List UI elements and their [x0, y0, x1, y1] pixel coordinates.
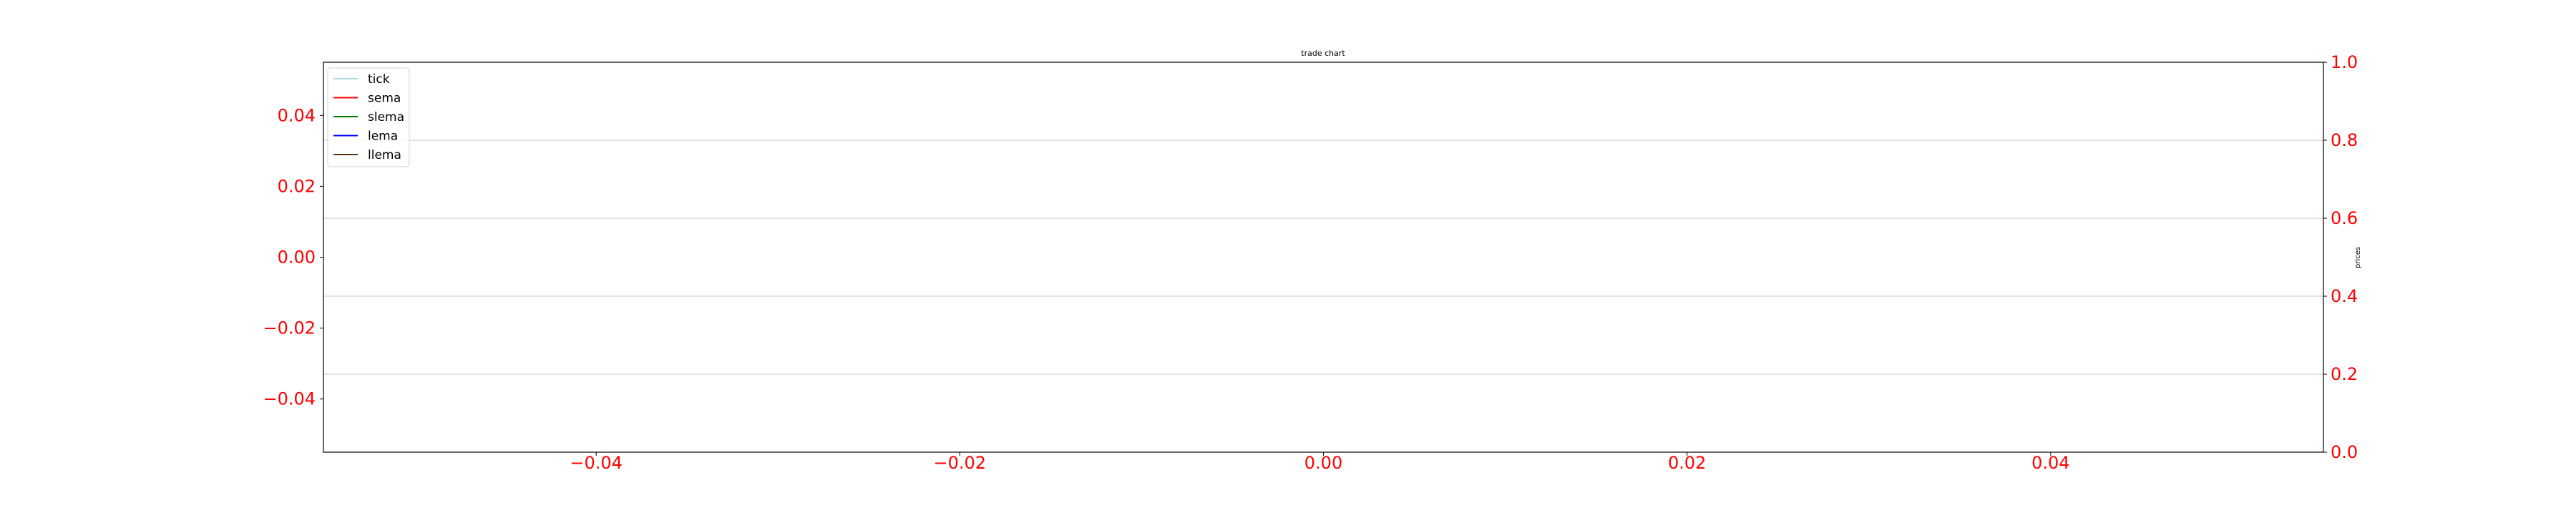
x-tick-label: 0.04	[2031, 453, 2069, 473]
x-tick-label: 0.00	[1304, 453, 1342, 473]
plot-frame	[323, 62, 2324, 453]
legend-box	[327, 67, 410, 167]
right-y-tick-label: 0.4	[2331, 286, 2358, 306]
left-y-tick-label: 0.02	[278, 176, 316, 196]
x-axis-ticks: −0.04 −0.02 0.00 0.02 0.04	[570, 452, 2070, 473]
chart-title: trade chart	[1301, 49, 1345, 58]
left-y-tick-label: −0.04	[263, 389, 316, 409]
legend-label: slema	[368, 110, 404, 124]
left-y-axis-ticks: 0.04 0.02 0.00 −0.02 −0.04	[263, 105, 323, 409]
legend-label: lema	[368, 130, 398, 144]
right-y-tick-label: 0.2	[2331, 364, 2358, 384]
x-tick-label: −0.02	[934, 453, 987, 473]
left-y-tick-label: 0.00	[278, 248, 316, 268]
x-tick-label: −0.04	[570, 453, 623, 473]
right-y-tick-label: 0.6	[2331, 208, 2358, 228]
left-y-tick-label: 0.04	[278, 105, 316, 125]
legend: tick sema slema lema llema	[327, 67, 410, 167]
right-y-tick-label: 0.8	[2331, 130, 2358, 150]
x-tick-label: 0.02	[1668, 453, 1706, 473]
legend-label: llema	[368, 148, 401, 162]
right-y-tick-label: 1.0	[2331, 52, 2358, 72]
right-y-tick-label: 0.0	[2331, 442, 2358, 462]
right-y-axis-ticks: 0.0 0.2 0.4 0.6 0.8 1.0	[2323, 52, 2358, 462]
legend-label: sema	[368, 92, 401, 106]
right-y-axis-label: prices	[2354, 247, 2362, 268]
grid-lines	[323, 140, 2323, 375]
left-y-tick-label: −0.02	[263, 318, 316, 338]
legend-label: tick	[368, 72, 390, 87]
